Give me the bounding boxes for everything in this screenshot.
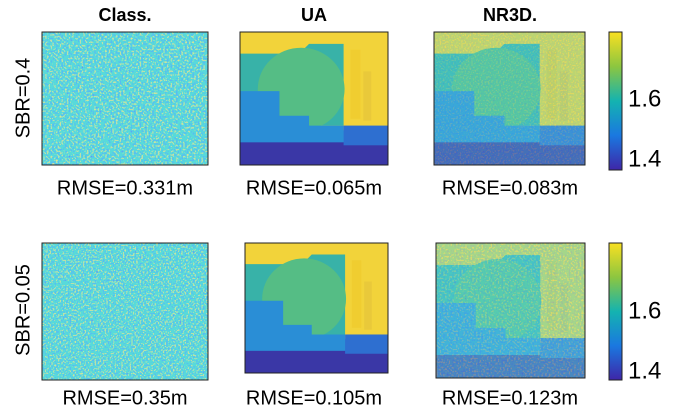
- rmse-caption: RMSE=0.065m: [246, 177, 382, 199]
- depth-image: [240, 32, 388, 165]
- image-frame: [41, 31, 209, 166]
- colorbar: [608, 242, 623, 381]
- row-label: SBR=0.05: [12, 264, 34, 356]
- image-frame: [41, 242, 209, 381]
- colorbar-tick: 1.6: [628, 85, 661, 112]
- rmse-caption: RMSE=0.083m: [442, 177, 578, 199]
- rmse-caption: RMSE=0.123m: [442, 387, 578, 409]
- image-frame: [244, 242, 389, 374]
- depth-image: [42, 32, 208, 165]
- column-header: Class.: [98, 5, 151, 25]
- rmse-caption: RMSE=0.105m: [246, 387, 382, 409]
- column-header: UA: [301, 5, 327, 25]
- rmse-caption: RMSE=0.331m: [57, 177, 193, 199]
- row-label: SBR=0.4: [12, 58, 34, 139]
- image-noise: [436, 243, 585, 378]
- colorbar-tick: 1.4: [628, 357, 661, 384]
- colorbar: [608, 31, 623, 171]
- image-frame: [435, 242, 586, 379]
- depth-image: [245, 243, 388, 373]
- colorbar-tick: 1.4: [628, 145, 661, 172]
- depth-image: [42, 243, 208, 380]
- rmse-caption: RMSE=0.35m: [62, 387, 187, 409]
- image-frame: [239, 31, 389, 166]
- colorbar-tick: 1.6: [628, 297, 661, 324]
- column-header: NR3D.: [483, 5, 537, 25]
- image-frame: [433, 31, 586, 166]
- image-noise: [434, 32, 585, 165]
